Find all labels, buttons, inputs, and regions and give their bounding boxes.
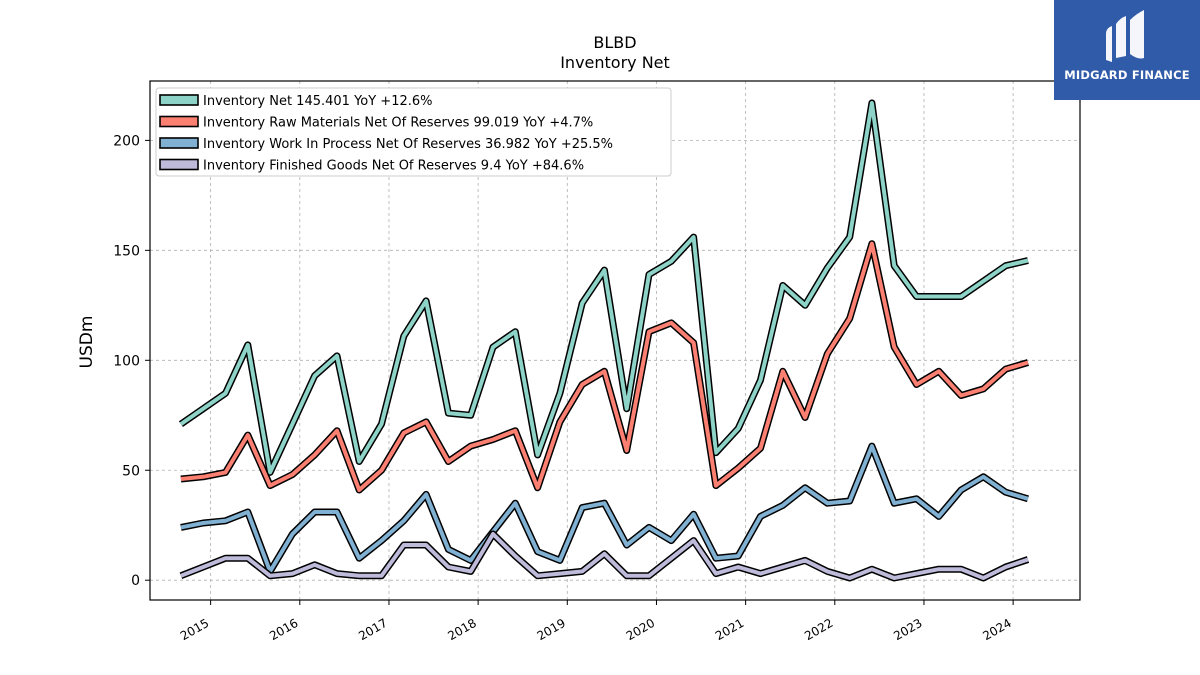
- brand-name: MIDGARD FINANCE: [1064, 68, 1190, 82]
- y-axis-label: USDm: [77, 316, 97, 369]
- x-tick-label: 2023: [891, 616, 924, 643]
- series-3-line: [180, 532, 1029, 580]
- x-tick-label: 2020: [624, 616, 657, 643]
- y-tick-label: 50: [122, 463, 140, 479]
- x-tick-label: 2021: [713, 616, 746, 643]
- brand-logo: MIDGARD FINANCE: [1054, 0, 1200, 100]
- x-tick-label: 2015: [178, 616, 211, 643]
- x-tick-label: 2024: [980, 616, 1013, 643]
- series-0-line: [179, 101, 1029, 475]
- legend: Inventory Net 145.401 YoY +12.6% Inventor…: [155, 87, 672, 177]
- legend-swatch: [159, 158, 199, 171]
- legend-label: Inventory Raw Materials Net Of Reserves …: [203, 116, 593, 131]
- legend-swatch: [159, 94, 199, 106]
- legend-label: Inventory Net 145.401 YoY +12.6%: [203, 94, 433, 109]
- x-tick-label: 2017: [356, 616, 389, 643]
- series-lines: [178, 99, 1030, 582]
- x-tick-label: 2018: [445, 616, 478, 643]
- series-2-line: [180, 444, 1029, 574]
- brand-mark-icon: [1106, 10, 1144, 62]
- plot-frame: [149, 80, 1081, 601]
- x-tick-label: 2016: [267, 616, 300, 643]
- y-tick-label: 100: [113, 353, 140, 369]
- y-tick-label: 0: [131, 573, 140, 589]
- legend-label: Inventory Finished Goods Net Of Reserves…: [203, 159, 584, 174]
- legend-swatch: [159, 115, 199, 128]
- y-tick-label: 150: [113, 243, 140, 259]
- legend-box: [155, 87, 672, 177]
- y-tick-label: 200: [113, 133, 140, 149]
- x-tick-label: 2022: [802, 616, 835, 643]
- chart-subtitle: Inventory Net: [560, 53, 670, 72]
- x-tick-label: 2019: [535, 616, 568, 643]
- chart-title: BLBD: [593, 33, 636, 52]
- legend-swatch: [159, 137, 199, 149]
- series-1-line: [180, 241, 1029, 492]
- legend-label: Inventory Work In Process Net Of Reserve…: [203, 137, 613, 152]
